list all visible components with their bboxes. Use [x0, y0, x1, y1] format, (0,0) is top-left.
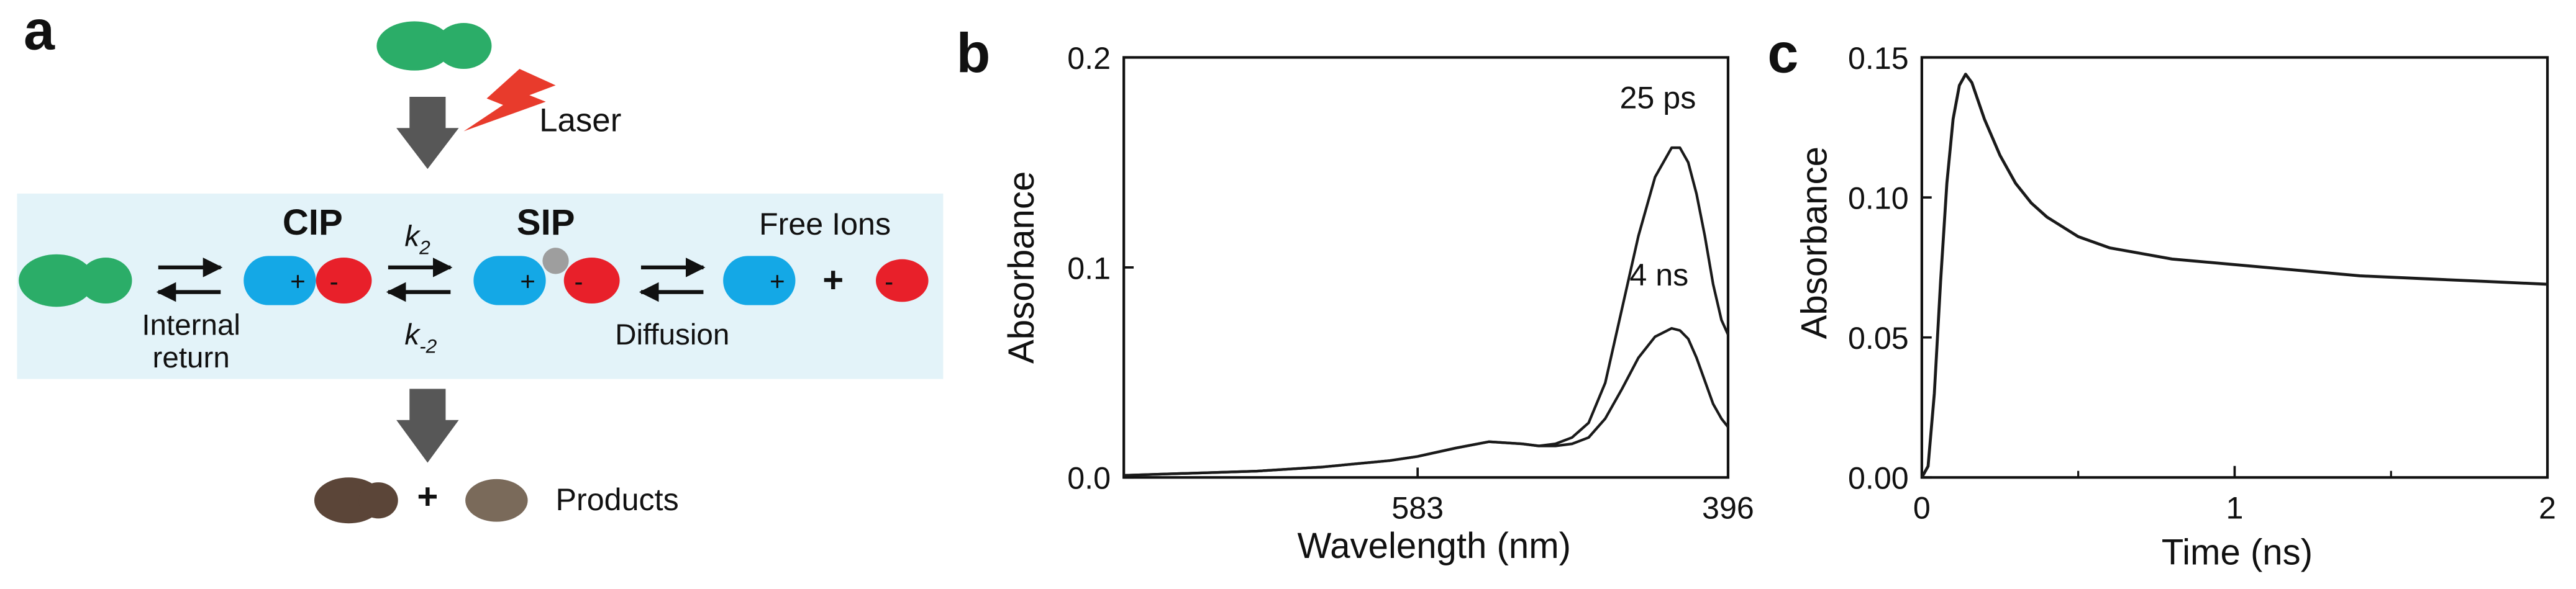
y-tick-label: 0.05: [1848, 321, 1909, 356]
product-molecule-light: [465, 479, 528, 522]
panel-a: a Laser Internal return CIP +: [17, 0, 944, 524]
series-line-4ns: [1124, 326, 1729, 477]
panel-b: b 0.0 0.1 0.2 583 396 Absorbance Wavelength …: [957, 22, 1754, 565]
plus-sign: +: [417, 476, 438, 516]
x-tick-label: 1: [2226, 490, 2243, 525]
panel-c-label: c: [1767, 22, 1798, 84]
free-ions-label: Free Ions: [759, 207, 891, 241]
down-arrow-icon: [396, 96, 459, 169]
x-axis-label-c: Time (ns): [2162, 532, 2313, 572]
cation-plus: +: [520, 267, 535, 296]
internal-label: Internal: [142, 308, 240, 341]
y-tick-label: 0.1: [1067, 251, 1111, 286]
neutral-molecule: [19, 254, 132, 307]
anion-minus: -: [574, 267, 583, 296]
sip-ion-pair: + -: [473, 248, 620, 305]
equilibrium-arrows-icon: [156, 258, 223, 302]
k2-label: k2: [404, 220, 430, 259]
y-tick-label: 0.00: [1848, 461, 1909, 496]
y-tick-label: 0.2: [1067, 41, 1111, 76]
x-tick-label: 396: [1702, 490, 1754, 525]
anion-minus: -: [885, 267, 893, 296]
solvent-molecule: [542, 248, 569, 274]
reactant-molecule-top: [376, 21, 492, 71]
x-tick-label: 583: [1391, 490, 1444, 525]
x-tick-label: 2: [2539, 490, 2556, 525]
series-group-c: [1920, 73, 2548, 479]
x-axis-label-b: Wavelength (nm): [1298, 526, 1572, 566]
x-tick-label: 0: [1913, 490, 1931, 525]
plot-frame-c: [1920, 56, 2549, 479]
laser-label: Laser: [539, 102, 621, 138]
diffusion-label: Diffusion: [615, 318, 729, 351]
sip-label: SIP: [517, 202, 575, 243]
cation-plus: +: [290, 267, 306, 296]
product-molecule-dark: [314, 477, 398, 524]
plus-sign: +: [822, 260, 844, 300]
y-tick-label: 0.15: [1848, 41, 1909, 76]
down-arrow-icon: [396, 389, 459, 463]
return-label: return: [153, 341, 230, 374]
decay-series-line: [1920, 73, 2548, 479]
y-axis-label-c: Absorbance: [1795, 146, 1835, 339]
series-line-25ps: [1124, 146, 1729, 477]
cip-label: CIP: [283, 202, 343, 243]
y-axis-label-b: Absorbance: [1001, 171, 1042, 364]
series-group-b: [1124, 146, 1729, 477]
y-tick-label: 0.10: [1848, 181, 1909, 216]
lightning-bolt-icon: [463, 69, 556, 132]
equilibrium-arrows-icon: [386, 258, 453, 302]
annotation-25ps: 25 ps: [1619, 80, 1696, 115]
panel-b-label: b: [957, 22, 991, 84]
y-tick-label: 0.0: [1067, 461, 1111, 496]
anion-minus: -: [330, 267, 339, 296]
axis-ticks-b: 0.0 0.1 0.2 583 396: [1067, 41, 1754, 525]
equilibrium-arrows-icon: [639, 258, 706, 302]
panel-a-label: a: [24, 0, 55, 61]
panel-c: c 0.00 0.05 0.10 0.15 0 1 2 Absorbance Time (n…: [1767, 22, 2556, 572]
cip-ion-pair: + -: [243, 256, 372, 305]
axis-ticks-c: 0.00 0.05 0.10 0.15 0 1 2: [1848, 41, 2556, 525]
products-label: Products: [556, 482, 679, 517]
free-anion: -: [875, 259, 929, 302]
cation-plus: +: [770, 267, 785, 296]
annotation-4ns: 4 ns: [1629, 258, 1688, 292]
k-2-label: k-2: [404, 318, 437, 357]
free-cation: +: [723, 256, 796, 305]
